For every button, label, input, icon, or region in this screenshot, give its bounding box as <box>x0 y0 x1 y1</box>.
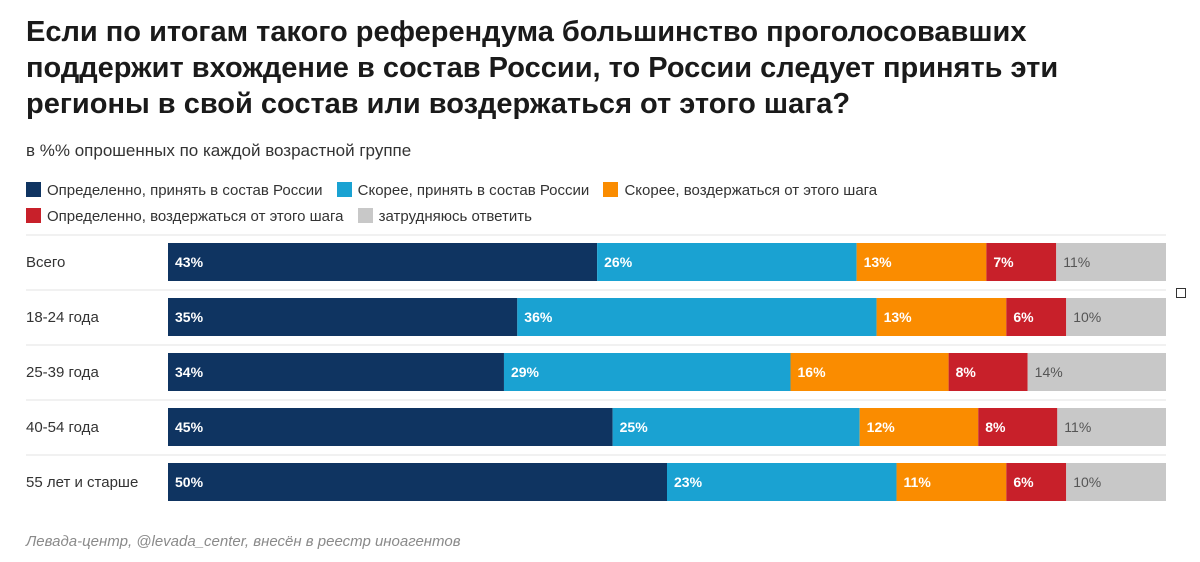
category-label: 40-54 года <box>26 419 99 436</box>
category-label: 55 лет и старше <box>26 474 138 491</box>
data-label: 10% <box>1073 474 1101 490</box>
bar-segment <box>1027 353 1166 391</box>
data-label: 11% <box>904 474 932 490</box>
data-label: 43% <box>175 254 204 270</box>
chart-legend: Определенно, принять в состав России Ско… <box>26 178 1166 230</box>
legend-swatch-hard-to-say <box>357 208 373 223</box>
bar-segment <box>948 353 1028 391</box>
chart-subtitle: в %% опрошенных по каждой возрастной гру… <box>26 141 412 160</box>
category-label: 18-24 года <box>26 309 99 326</box>
bar-segment <box>597 243 857 281</box>
data-label: 14% <box>1035 364 1063 380</box>
bar-segment <box>1006 463 1067 501</box>
data-label: 26% <box>604 254 633 270</box>
data-label: 11% <box>1063 254 1090 270</box>
legend-label-definitely-accept: Определенно, принять в состав России <box>47 182 323 199</box>
legend-label-definitely-refrain: Определенно, воздержаться от этого шага <box>47 208 344 225</box>
data-label: 36% <box>524 309 553 325</box>
legend-item-definitely-accept: Определенно, принять в состав России <box>26 178 322 204</box>
resize-handle-icon[interactable] <box>1176 288 1186 298</box>
bar-segment <box>1066 463 1166 501</box>
data-label: 35% <box>175 309 204 325</box>
bar-segment <box>667 463 897 501</box>
data-label: 23% <box>674 474 703 490</box>
legend-swatch-rather-refrain <box>603 182 619 197</box>
bar-segment <box>856 243 987 281</box>
data-label: 11% <box>1064 419 1091 435</box>
legend-swatch-rather-accept <box>336 182 352 197</box>
data-label: 8% <box>985 419 1006 435</box>
bar-segment <box>517 298 877 336</box>
data-label: 45% <box>175 419 204 435</box>
bar-segment <box>978 408 1058 446</box>
legend-swatch-definitely-accept <box>26 182 41 197</box>
bar-segment <box>168 298 518 336</box>
data-label: 16% <box>798 364 827 380</box>
data-label: 25% <box>620 419 649 435</box>
bar-segment <box>168 353 504 391</box>
bar-segment <box>1057 408 1166 446</box>
legend-item-definitely-refrain: Определенно, воздержаться от этого шага <box>26 204 344 230</box>
data-label: 7% <box>993 254 1014 270</box>
legend-item-rather-accept: Скорее, принять в состав России <box>336 178 590 204</box>
chart-title: Если по итогам такого референдума больши… <box>26 16 1059 120</box>
data-label: 8% <box>956 364 977 380</box>
data-label: 13% <box>884 309 913 325</box>
legend-item-hard-to-say: затрудняюсь ответить <box>357 204 532 230</box>
bar-segment <box>986 243 1057 281</box>
data-label: 50% <box>175 474 204 490</box>
legend-swatch-definitely-refrain <box>26 208 41 223</box>
bar-segment <box>503 353 791 391</box>
legend-item-rather-refrain: Скорее, воздержаться от этого шага <box>603 178 877 204</box>
data-label: 6% <box>1013 474 1034 490</box>
bar-segment <box>1006 298 1067 336</box>
data-label: 13% <box>864 254 893 270</box>
bar-segment <box>876 298 1007 336</box>
bar-segment <box>168 243 598 281</box>
bar-segment <box>790 353 949 391</box>
bar-segment <box>1056 243 1166 281</box>
legend-label-rather-refrain: Скорее, воздержаться от этого шага <box>624 182 878 199</box>
stacked-bar-chart: Всего 43% 26% 13% 7% 11% 18-24 года 35% 36% 13% 6%… <box>26 234 1166 501</box>
bar-segment <box>168 408 613 446</box>
bar-segment <box>612 408 860 446</box>
source-note: Левада-центр, @levada_center, внесён в р… <box>26 533 461 550</box>
data-label: 6% <box>1013 309 1034 325</box>
bar-segment <box>168 463 667 501</box>
data-label: 10% <box>1073 309 1101 325</box>
legend-label-hard-to-say: затрудняюсь ответить <box>378 208 532 225</box>
bar-segment <box>1066 298 1166 336</box>
category-label: Всего <box>26 254 65 271</box>
data-label: 29% <box>511 364 540 380</box>
data-label: 12% <box>867 419 896 435</box>
category-label: 25-39 года <box>26 364 99 381</box>
legend-label-rather-accept: Скорее, принять в состав России <box>357 182 590 199</box>
bar-segment <box>859 408 979 446</box>
bar-segment <box>896 463 1007 501</box>
data-label: 34% <box>175 364 204 380</box>
